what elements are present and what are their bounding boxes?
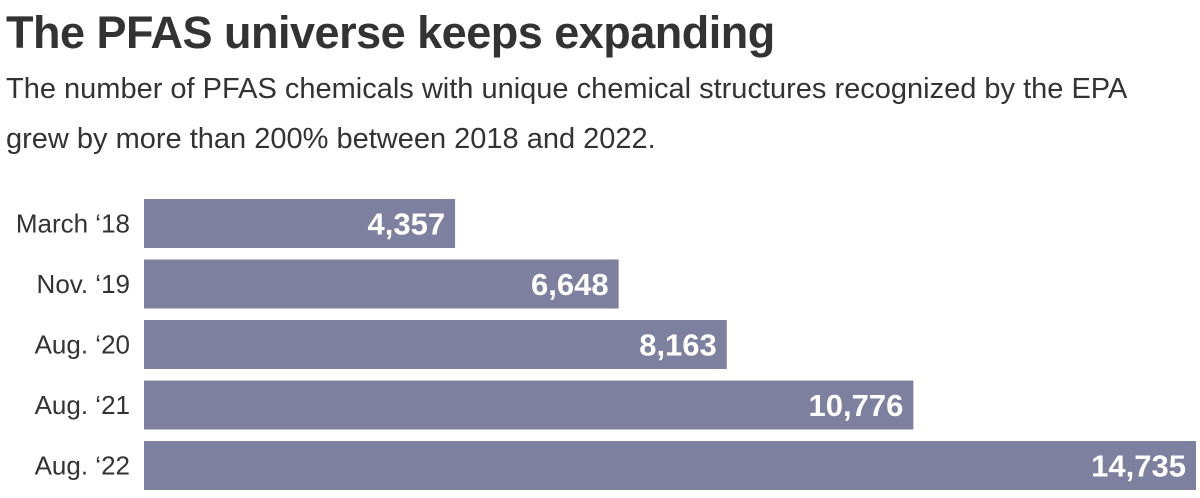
category-label: Aug. ‘21 bbox=[35, 390, 130, 420]
value-label: 14,735 bbox=[1091, 449, 1186, 484]
bar-4 bbox=[144, 441, 1196, 490]
category-label: Nov. ‘19 bbox=[37, 269, 130, 299]
category-label: Aug. ‘22 bbox=[35, 451, 130, 481]
bar-3 bbox=[144, 380, 914, 430]
category-label: Aug. ‘20 bbox=[35, 330, 130, 360]
chart-title: The PFAS universe keeps expanding bbox=[6, 7, 775, 58]
chart-subtitle: The number of PFAS chemicals with unique… bbox=[6, 73, 1126, 155]
bar-2 bbox=[144, 320, 727, 369]
bar-chart: March ‘18 4,357 Nov. ‘19 6,648 Aug. ‘20 8,163… bbox=[16, 199, 1196, 490]
bar-0 bbox=[144, 199, 456, 248]
category-label: March ‘18 bbox=[16, 209, 130, 239]
value-label: 10,776 bbox=[809, 388, 904, 423]
value-label: 6,648 bbox=[531, 267, 609, 302]
value-label: 4,357 bbox=[367, 207, 445, 242]
value-label: 8,163 bbox=[639, 328, 717, 363]
bar-1 bbox=[144, 259, 619, 309]
